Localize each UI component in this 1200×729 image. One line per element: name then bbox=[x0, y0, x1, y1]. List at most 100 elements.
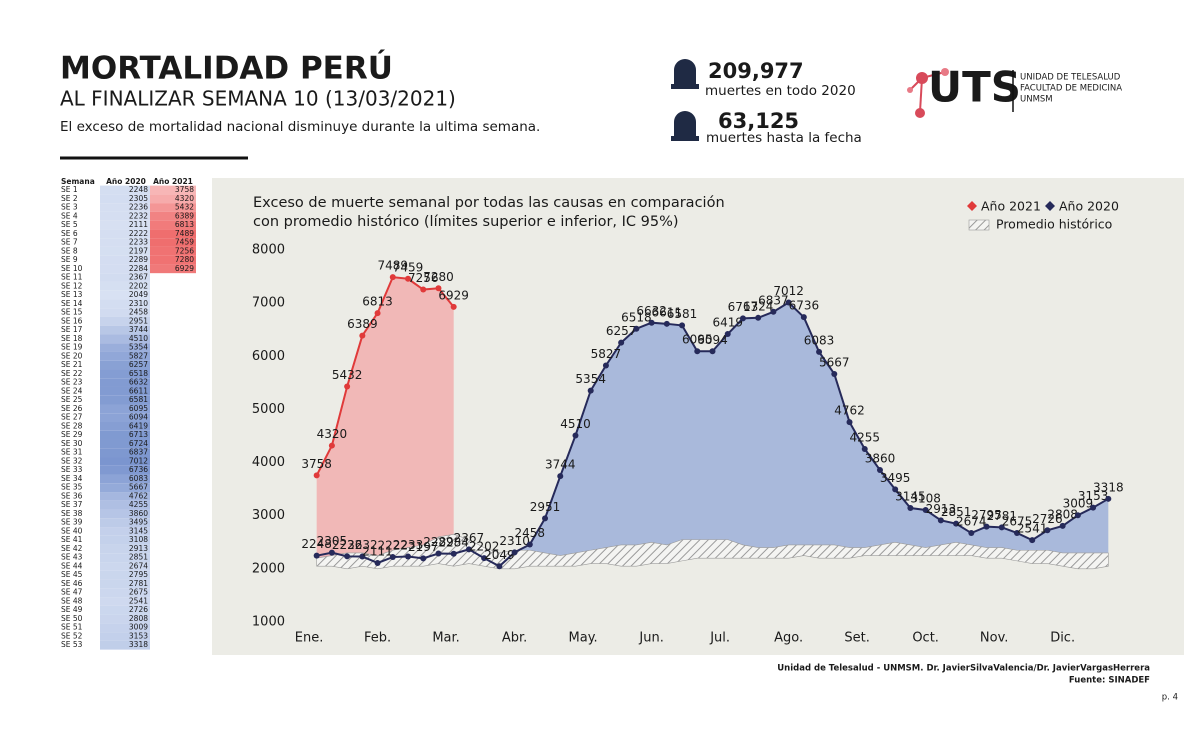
heat-cell bbox=[100, 448, 150, 458]
data-point bbox=[1013, 529, 1020, 536]
data-label: 2233 bbox=[393, 538, 424, 552]
cell-value: 6389 bbox=[175, 211, 194, 220]
cell-value: 6518 bbox=[129, 369, 148, 378]
week-label: SE 38 bbox=[61, 509, 83, 518]
week-label: SE 21 bbox=[61, 360, 83, 369]
heat-cell bbox=[100, 194, 150, 204]
heat-cell bbox=[100, 264, 150, 274]
heat-cell bbox=[100, 605, 150, 615]
data-point bbox=[602, 362, 609, 369]
cell-value: 6813 bbox=[175, 220, 194, 229]
data-label: 5827 bbox=[591, 347, 622, 361]
legend-marker bbox=[1045, 201, 1055, 211]
x-tick-label: Dic. bbox=[1050, 631, 1075, 646]
data-point bbox=[1029, 537, 1036, 544]
cell-value: 4255 bbox=[129, 500, 148, 509]
logo-text: UNIDAD DE TELESALUD bbox=[1020, 73, 1121, 83]
page-number: p. 4 bbox=[1162, 693, 1178, 703]
data-point bbox=[587, 387, 594, 394]
logo-text: FACULTAD DE MEDICINA bbox=[1020, 84, 1122, 94]
data-point bbox=[420, 286, 427, 293]
data-point bbox=[496, 563, 503, 570]
cell-value: 7256 bbox=[175, 246, 194, 255]
week-label: SE 14 bbox=[61, 299, 83, 308]
data-point bbox=[724, 331, 731, 338]
data-point bbox=[359, 553, 366, 560]
stat-label: muertes hasta la fecha bbox=[706, 130, 862, 146]
heat-cell bbox=[100, 518, 150, 528]
heat-cell bbox=[100, 351, 150, 361]
data-point bbox=[648, 319, 655, 326]
column-header: Año 2021 bbox=[153, 177, 193, 186]
cell-value: 4510 bbox=[129, 334, 148, 343]
heat-cell bbox=[100, 527, 150, 536]
data-label: 6713 bbox=[728, 300, 759, 314]
y-tick-label: 6000 bbox=[252, 349, 285, 364]
data-label: 2674 bbox=[956, 515, 987, 529]
logo-molecule bbox=[907, 68, 949, 118]
plot: 1000 2000 3000 4000 5000 6000 7000 8000 Ene. Feb.… bbox=[252, 199, 1124, 646]
data-point bbox=[526, 541, 533, 548]
heat-cell bbox=[100, 597, 150, 606]
data-label: 5354 bbox=[575, 372, 606, 386]
heat-cell bbox=[100, 544, 150, 554]
cell-value: 6083 bbox=[129, 474, 148, 483]
cell-value: 2197 bbox=[129, 246, 148, 255]
heat-cell bbox=[100, 273, 150, 282]
data-point bbox=[374, 310, 381, 317]
data-label: 6724 bbox=[743, 299, 774, 313]
data-label: 4762 bbox=[834, 404, 865, 418]
week-label: SE 48 bbox=[61, 596, 83, 605]
heat-cell bbox=[100, 185, 150, 195]
week-label: SE 19 bbox=[61, 343, 83, 352]
data-label: 2675 bbox=[1002, 514, 1033, 528]
heat-cell bbox=[100, 378, 150, 387]
heat-cell bbox=[100, 614, 150, 624]
week-label: SE 47 bbox=[61, 588, 83, 597]
cell-value: 5827 bbox=[129, 351, 148, 360]
data-label: 3758 bbox=[301, 457, 332, 471]
cell-value: 2458 bbox=[129, 308, 148, 317]
data-label: 7280 bbox=[423, 270, 454, 284]
data-label: 5432 bbox=[332, 368, 363, 382]
heat-cell bbox=[100, 553, 150, 563]
week-label: SE 46 bbox=[61, 579, 83, 588]
legend-label: Promedio histórico bbox=[996, 217, 1112, 232]
week-label: SE 39 bbox=[61, 518, 83, 527]
y-tick-label: 4000 bbox=[252, 455, 285, 470]
data-label: 6518 bbox=[621, 310, 652, 324]
data-point bbox=[709, 348, 716, 355]
data-label: 6813 bbox=[362, 295, 393, 309]
x-tick-label: Abr. bbox=[502, 631, 527, 646]
cell-value: 2202 bbox=[129, 281, 148, 290]
data-label: 2284 bbox=[438, 535, 469, 549]
data-label: 2197 bbox=[408, 540, 439, 554]
y-tick-label: 7000 bbox=[252, 296, 285, 311]
week-label: SE 40 bbox=[61, 526, 83, 535]
data-point bbox=[1059, 522, 1066, 529]
data-point bbox=[572, 432, 579, 439]
data-label: 7012 bbox=[773, 284, 804, 298]
heat-cell bbox=[100, 500, 150, 510]
cell-value: 2248 bbox=[129, 185, 148, 194]
cell-value: 3145 bbox=[129, 526, 148, 535]
data-point bbox=[755, 314, 762, 321]
heat-cell bbox=[100, 570, 150, 580]
cell-value: 5667 bbox=[129, 483, 148, 492]
data-point bbox=[663, 320, 670, 327]
stat-value: 209,977 bbox=[708, 59, 804, 83]
data-point bbox=[359, 332, 366, 339]
heat-cell bbox=[150, 203, 196, 212]
data-point bbox=[694, 348, 701, 355]
heat-cell bbox=[100, 343, 150, 352]
week-label: SE 22 bbox=[61, 369, 83, 378]
legend-marker bbox=[968, 219, 990, 231]
data-point bbox=[785, 299, 792, 306]
cell-value: 5432 bbox=[175, 203, 194, 212]
data-table: Semana Año 2020 Año 2021 SE 1 2248 3758 SE … bbox=[61, 177, 196, 650]
week-label: SE 50 bbox=[61, 614, 83, 623]
cell-value: 6611 bbox=[129, 386, 148, 395]
data-label: 2202 bbox=[469, 540, 500, 554]
heat-cell bbox=[100, 474, 150, 484]
